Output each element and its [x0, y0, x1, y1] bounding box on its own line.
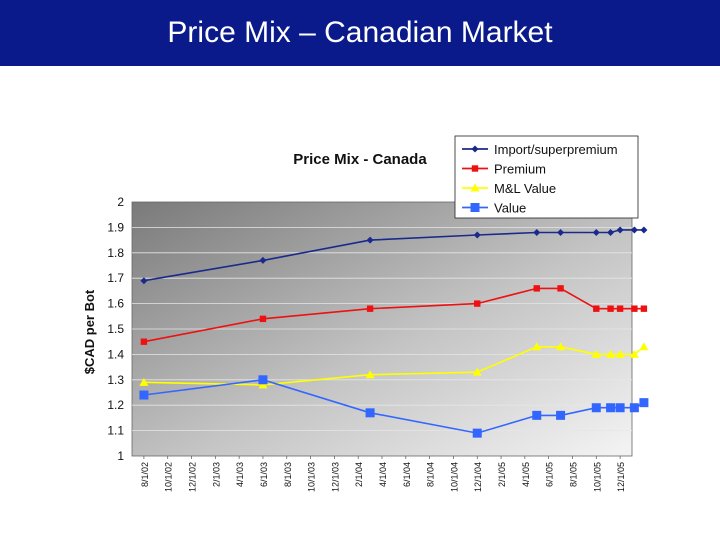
data-point-m-l-value [606, 349, 616, 358]
data-point-value [472, 428, 482, 438]
x-tick-label: 6/1/03 [259, 462, 269, 487]
y-tick-label: 1.4 [107, 347, 124, 361]
legend-marker [470, 203, 480, 212]
x-tick-label: 4/1/04 [378, 462, 388, 487]
data-point-value [606, 403, 616, 413]
legend-label: Premium [494, 162, 546, 177]
legend-marker [471, 165, 479, 172]
data-point-m-l-value [629, 349, 639, 358]
legend-label: Value [494, 201, 526, 216]
y-tick-label: 1.5 [107, 322, 124, 336]
x-tick-label: 2/1/04 [354, 462, 364, 487]
data-point-value [139, 390, 149, 400]
data-point-import-superpremium [630, 226, 638, 234]
x-tick-label: 10/1/03 [307, 462, 317, 492]
legend: Import/superpremium Premium M&L Value Value [454, 135, 639, 219]
x-tick-label: 12/1/05 [616, 462, 626, 492]
data-point-premium [533, 285, 540, 292]
title-bar: Price Mix – Canadian Market [0, 0, 720, 66]
data-point-import-superpremium [607, 228, 615, 236]
y-tick-label: 1 [117, 449, 124, 463]
data-point-premium [616, 305, 624, 312]
data-point-import-superpremium [557, 228, 565, 236]
page-title: Price Mix – Canadian Market [167, 16, 553, 49]
y-tick-label: 1.1 [107, 424, 124, 438]
x-tick-label: 10/1/05 [592, 462, 602, 492]
data-point-m-l-value [639, 342, 649, 351]
data-point-m-l-value [258, 380, 268, 389]
data-point-premium [474, 300, 481, 307]
x-tick-label: 6/1/04 [402, 462, 412, 487]
x-tick-label: 8/1/04 [426, 462, 436, 487]
data-point-premium [140, 338, 148, 345]
data-point-value [639, 398, 649, 408]
series-import-superpremium [140, 226, 648, 285]
x-tick-label: 2/1/05 [497, 462, 507, 487]
y-axis-label: $CAD per Bot [82, 289, 97, 374]
legend-item-premium: Premium [462, 162, 546, 177]
series-premium [140, 285, 648, 345]
x-tick-label: 12/1/03 [330, 462, 340, 492]
series-m-l-value [139, 342, 649, 389]
y-tick-label: 2 [117, 195, 124, 209]
data-point-value [365, 408, 375, 418]
x-tick-label: 6/1/05 [545, 462, 555, 487]
y-tick-label: 1.2 [107, 398, 124, 412]
legend-label: M&L Value [494, 181, 556, 196]
data-point-premium [557, 285, 564, 292]
x-tick-label: 12/1/02 [188, 462, 198, 492]
data-point-m-l-value [556, 342, 566, 351]
data-point-premium [593, 305, 600, 312]
data-point-m-l-value [472, 367, 482, 376]
data-point-value [532, 410, 542, 420]
data-point-m-l-value [615, 349, 625, 358]
data-point-m-l-value [532, 342, 542, 351]
data-point-value [258, 375, 268, 385]
legend-item-m-l-value: M&L Value [462, 181, 556, 196]
data-point-m-l-value [591, 349, 601, 358]
series-value [139, 375, 649, 438]
data-point-import-superpremium [366, 236, 374, 244]
data-point-premium [259, 315, 267, 323]
y-tick-label: 1.7 [107, 271, 124, 285]
x-tick-label: 4/1/03 [235, 462, 245, 487]
x-tick-label: 8/1/02 [140, 462, 150, 487]
x-tick-label: 10/1/02 [164, 462, 174, 492]
data-point-value [615, 403, 625, 413]
data-point-premium [640, 305, 648, 312]
data-point-import-superpremium [140, 277, 148, 285]
y-tick-label: 1.3 [107, 373, 124, 387]
y-tick-label: 1.8 [107, 246, 124, 260]
data-point-value [556, 410, 566, 420]
legend-marker [471, 145, 479, 153]
legend-marker [470, 183, 480, 192]
data-point-premium [631, 305, 638, 312]
x-tick-label: 10/1/04 [449, 462, 459, 492]
data-point-m-l-value [365, 370, 375, 379]
data-point-import-superpremium [259, 256, 267, 264]
data-point-premium [366, 305, 374, 312]
data-point-import-superpremium [533, 228, 541, 236]
data-point-import-superpremium [473, 231, 481, 239]
y-tick-label: 1.6 [107, 297, 124, 311]
x-tick-label: 4/1/05 [521, 462, 531, 487]
data-point-value [629, 403, 639, 413]
data-point-import-superpremium [592, 228, 600, 236]
data-point-premium [607, 305, 614, 312]
data-point-value [591, 403, 601, 413]
chart-title: Price Mix - Canada [293, 151, 427, 168]
price-mix-chart: 1 1.1 1.2 1.3 1.4 1.5 1.6 1.7 1.8 1.9 2 8/1/02 10/1… [82, 135, 649, 492]
data-point-import-superpremium [640, 226, 648, 234]
data-point-m-l-value [139, 377, 149, 386]
legend-item-import-superpremium: Import/superpremium [462, 142, 618, 157]
legend-item-value: Value [462, 201, 526, 216]
y-tick-label: 1.9 [107, 220, 124, 234]
x-tick-label: 12/1/04 [473, 462, 483, 492]
legend-label: Import/superpremium [494, 142, 618, 157]
x-tick-label: 8/1/03 [283, 462, 293, 487]
x-tick-label: 2/1/03 [211, 462, 221, 487]
data-point-import-superpremium [616, 226, 624, 234]
x-tick-label: 8/1/05 [568, 462, 578, 487]
